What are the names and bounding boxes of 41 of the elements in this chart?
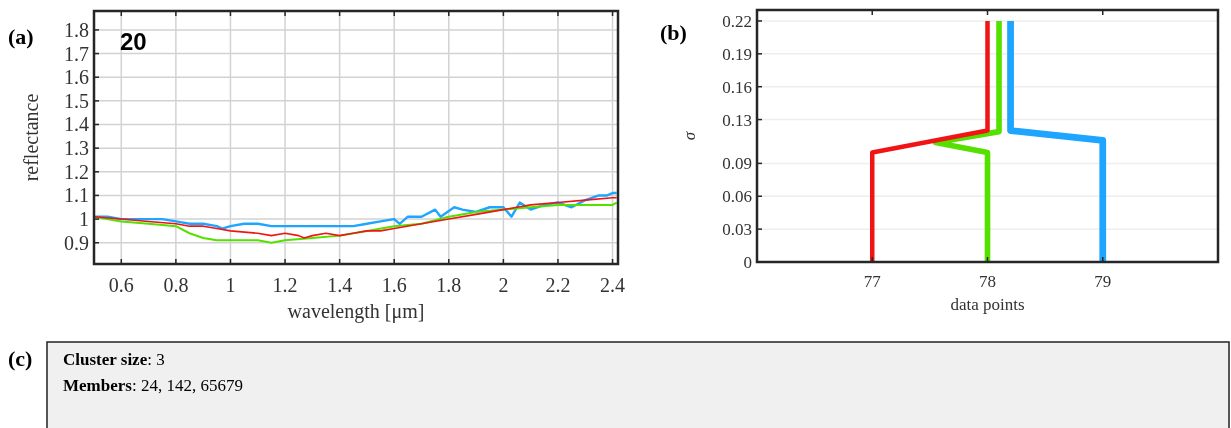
x-tick-label: 1.2: [272, 274, 298, 296]
y-tick-label: 1.1: [64, 184, 89, 207]
x-tick-label: 79: [1094, 272, 1112, 291]
x-tick-label: 77: [863, 272, 882, 291]
x-tick-label: 1: [225, 274, 236, 296]
text: Members: 24, 142, 65679: [63, 376, 243, 395]
text: Cluster size: 3: [63, 350, 165, 369]
x-axis-title: wavelength [μm]: [287, 300, 425, 323]
y-axis-title: reflectance: [20, 93, 42, 182]
y-tick-label: 1: [79, 208, 89, 231]
text: (c): [8, 346, 33, 371]
x-tick-label: 78: [979, 272, 996, 291]
text: (b): [660, 20, 687, 45]
y-tick-label: 0.22: [722, 11, 752, 31]
y-axis-title: σ: [680, 131, 699, 141]
y-tick-label: 1.2: [64, 160, 89, 183]
y-tick-label: 0.09: [722, 154, 752, 174]
y-tick-label: 1.3: [64, 137, 89, 160]
y-tick-label: 0.9: [64, 231, 89, 254]
x-axis-title: data points: [950, 295, 1025, 314]
y-tick-label: 1.4: [64, 113, 89, 136]
x-tick-label: 2: [498, 274, 509, 296]
annotation: 20: [120, 28, 147, 55]
y-tick-label: 1.8: [64, 18, 89, 41]
x-tick-label: 0.8: [163, 274, 189, 296]
y-tick-label: 0.13: [722, 110, 752, 130]
x-tick-label: 2.4: [600, 274, 626, 296]
y-tick-label: 1.6: [64, 66, 89, 89]
text: (a): [8, 24, 34, 49]
y-tick-label: 0.16: [722, 77, 752, 97]
x-tick-label: 1.8: [436, 274, 462, 296]
y-tick-label: 0.19: [722, 44, 752, 64]
x-tick-label: 2.2: [545, 274, 571, 296]
y-tick-label: 1.7: [64, 42, 89, 65]
y-tick-label: 0.03: [722, 220, 752, 240]
x-tick-label: 0.6: [108, 274, 134, 296]
y-tick-label: 0: [743, 252, 752, 272]
x-tick-label: 1.4: [327, 274, 353, 296]
y-tick-label: 0.06: [722, 187, 752, 207]
x-tick-label: 1.6: [381, 274, 407, 296]
y-tick-label: 1.5: [64, 89, 89, 112]
